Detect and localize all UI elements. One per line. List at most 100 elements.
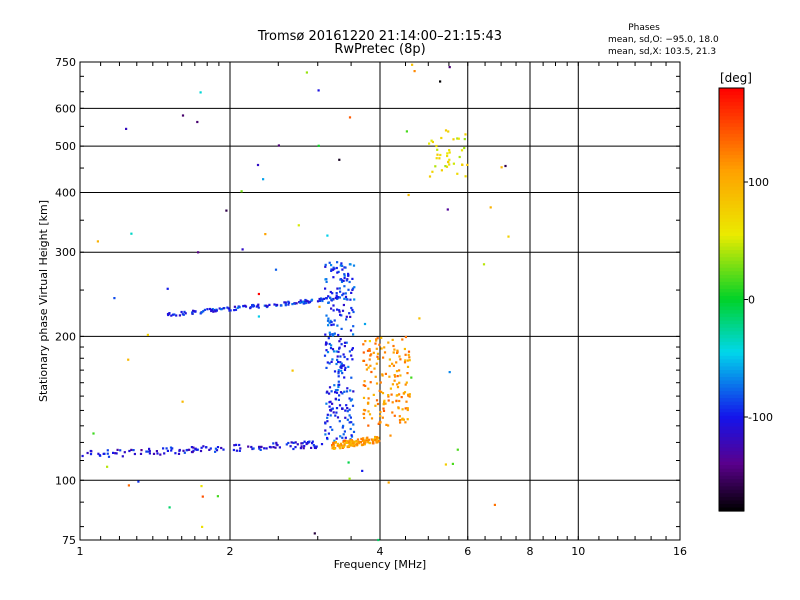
echo-point — [338, 394, 341, 397]
echo-point — [350, 444, 353, 447]
echo-point — [222, 448, 225, 451]
echo-point — [263, 447, 266, 450]
noise-point — [407, 193, 410, 197]
echo-point — [404, 421, 407, 424]
echo-point — [368, 413, 372, 416]
colorbar-segment — [719, 479, 744, 484]
noise-point — [277, 144, 280, 147]
echo-point — [208, 307, 212, 311]
echo-point — [199, 449, 203, 453]
echo-point — [463, 138, 466, 141]
echo-point — [233, 444, 236, 447]
echo-point — [341, 279, 344, 282]
echo-point — [329, 290, 332, 294]
echo-point — [379, 421, 382, 424]
echo-point — [318, 299, 322, 302]
echo-point — [362, 396, 366, 399]
colorbar-segment — [719, 119, 744, 124]
echo-point — [326, 351, 330, 354]
echo-point — [335, 407, 339, 410]
colorbar-segment — [719, 398, 744, 403]
echo-point — [398, 415, 401, 418]
echo-point — [405, 400, 408, 403]
echo-point — [376, 402, 380, 406]
echo-point — [311, 440, 314, 443]
echo-point — [383, 346, 386, 349]
echo-point — [341, 294, 344, 297]
echo-point — [349, 298, 352, 301]
colorbar-segment — [719, 317, 744, 322]
echo-point — [342, 424, 345, 427]
echo-point — [387, 395, 390, 398]
echo-point — [191, 311, 194, 314]
echo-point — [115, 452, 118, 455]
echo-point — [392, 364, 395, 367]
echo-point — [251, 447, 254, 451]
echo-point — [374, 375, 377, 378]
echo-point — [329, 333, 332, 336]
echo-point — [407, 393, 410, 396]
echo-point — [182, 449, 185, 452]
echo-point — [400, 396, 403, 399]
echo-point — [374, 342, 377, 345]
echo-point — [339, 447, 342, 450]
echo-point — [89, 449, 92, 453]
echo-point — [325, 402, 328, 405]
noise-point — [368, 340, 371, 343]
echo-point — [391, 411, 394, 414]
echo-point — [376, 437, 379, 441]
colorbar-segment — [719, 140, 744, 145]
chart-title: Tromsø 20161220 21:14:00–21:15:43 — [257, 29, 502, 44]
echo-point — [387, 394, 390, 397]
echo-point — [123, 451, 126, 454]
echo-point — [393, 374, 396, 377]
colorbar-segment — [719, 461, 744, 466]
echo-point — [283, 301, 286, 304]
echo-point — [330, 360, 333, 363]
echo-point — [324, 429, 327, 432]
echo-point — [395, 370, 399, 373]
y-tick-label: 500 — [55, 140, 76, 153]
echo-point — [343, 430, 346, 433]
noise-point — [125, 127, 128, 130]
echo-point — [214, 447, 217, 450]
echo-point — [364, 409, 367, 412]
noise-point — [140, 449, 143, 452]
echo-point — [329, 319, 332, 322]
echo-point — [367, 441, 370, 444]
echo-point — [369, 354, 372, 357]
echo-point — [368, 441, 371, 445]
echo-point — [190, 446, 193, 449]
echo-point — [178, 448, 181, 452]
echo-point — [324, 263, 327, 266]
echo-point — [275, 441, 278, 444]
colorbar-segment — [719, 468, 744, 473]
echo-point — [325, 297, 328, 300]
echo-point — [336, 416, 340, 419]
echo-point — [393, 379, 396, 382]
echo-point — [339, 355, 342, 358]
echo-point — [405, 381, 408, 384]
echo-point — [325, 314, 328, 317]
echo-point — [343, 273, 346, 276]
echo-point — [340, 314, 343, 317]
noise-point — [225, 209, 228, 212]
echo-point — [328, 392, 331, 395]
echo-point — [341, 436, 344, 439]
echo-point — [403, 391, 407, 394]
echo-point — [328, 331, 331, 334]
echo-point — [313, 445, 316, 448]
echo-point — [342, 353, 345, 356]
echo-point — [107, 455, 111, 458]
echo-point — [367, 387, 370, 390]
echo-point — [352, 423, 355, 426]
colorbar-segment — [719, 246, 744, 251]
echo-point — [336, 442, 340, 445]
echo-point — [165, 447, 168, 450]
echo-point — [388, 358, 391, 361]
echo-point — [445, 165, 449, 168]
echo-point — [408, 356, 411, 359]
echo-point — [337, 375, 340, 378]
echo-point — [376, 441, 379, 444]
colorbar-tick-label: 100 — [748, 176, 769, 189]
